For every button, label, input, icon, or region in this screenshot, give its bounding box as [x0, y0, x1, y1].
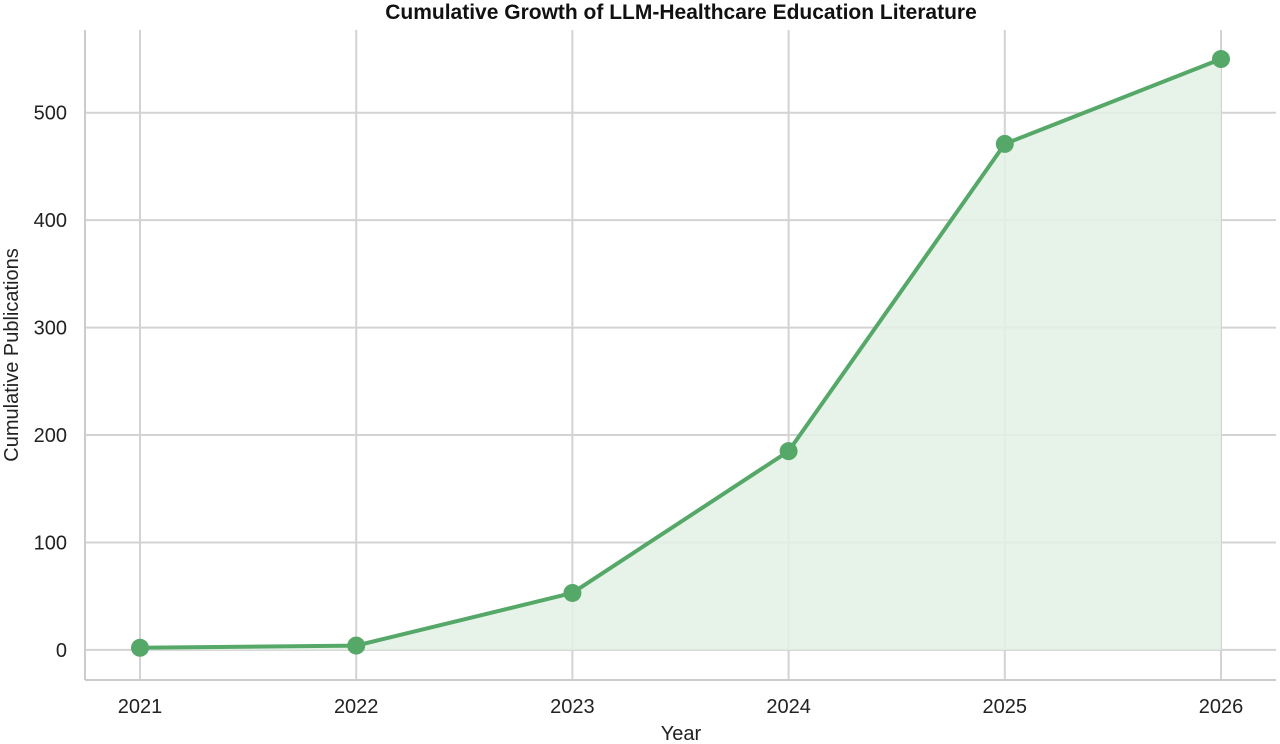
y-tick-labels: 0 100 200 300 400 500	[34, 103, 67, 662]
x-tick-2023: 2023	[550, 696, 595, 718]
y-tick-400: 400	[34, 210, 67, 232]
x-tick-2024: 2024	[766, 696, 811, 718]
cumulative-area	[140, 59, 1221, 650]
y-tick-500: 500	[34, 103, 67, 125]
y-tick-100: 100	[34, 532, 67, 554]
data-points	[131, 50, 1230, 657]
data-point-2024	[779, 442, 798, 461]
x-tick-2026: 2026	[1199, 696, 1244, 718]
x-axis-label: Year	[661, 723, 702, 744]
x-tick-2025: 2025	[983, 696, 1028, 718]
x-tick-labels: 2021 2022 2023 2024 2025 2026	[118, 696, 1244, 718]
data-point-2023	[563, 583, 582, 602]
cumulative-line	[139, 57, 1222, 650]
data-point-2022	[347, 636, 366, 655]
data-point-2021	[131, 638, 149, 657]
y-tick-200: 200	[34, 425, 67, 447]
y-axis-label: Cumulative Publications	[1, 248, 23, 461]
data-point-2026	[1212, 50, 1230, 69]
data-point-2025	[995, 134, 1014, 153]
y-tick-0: 0	[56, 640, 67, 662]
x-tick-2021: 2021	[118, 696, 163, 718]
x-tick-2022: 2022	[334, 696, 379, 718]
chart-title: Cumulative Growth of LLM-Healthcare Educ…	[385, 1, 977, 24]
y-tick-300: 300	[34, 318, 67, 340]
